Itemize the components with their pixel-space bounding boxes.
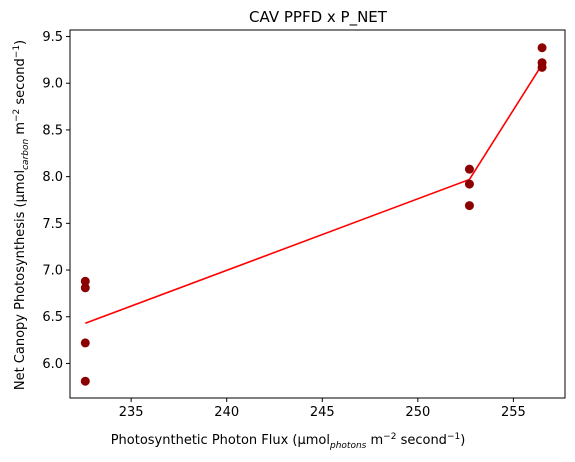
y-tick-label: 6.5	[42, 310, 63, 325]
y-tick-label: 7.5	[42, 217, 63, 232]
x-axis-label-subscript: photons	[329, 441, 367, 451]
data-point	[80, 276, 90, 286]
plot-area	[80, 43, 547, 386]
x-tick-label: 240	[214, 405, 239, 420]
data-point	[80, 338, 90, 348]
x-tick-label: 235	[119, 405, 144, 420]
x-tick-label: 250	[405, 405, 430, 420]
y-tick-label: 7.0	[42, 264, 63, 279]
data-point	[464, 201, 474, 211]
data-point	[537, 43, 547, 53]
y-axis-label: Net Canopy Photosynthesis (µmolcarbon m−…	[12, 40, 31, 390]
x-axis-label: Photosynthetic Photon Flux (µmolphotons …	[111, 432, 466, 451]
chart-title: CAV PPFD x P_NET	[249, 8, 388, 27]
y-tick-label: 6.0	[42, 357, 63, 372]
data-point	[464, 164, 474, 174]
x-tick-label: 245	[310, 405, 335, 420]
y-tick-label: 8.5	[42, 123, 63, 138]
y-tick-label: 8.0	[42, 170, 63, 185]
y-tick-label: 9.0	[42, 77, 63, 92]
data-point	[80, 283, 90, 293]
data-point	[464, 179, 474, 189]
ticks: 235 240 245 250 255 6.0 6.5 7.0 7.5 8.0 8.5 9.0 9.5	[42, 30, 525, 420]
y-tick-label: 9.5	[42, 30, 63, 45]
data-point	[80, 376, 90, 386]
y-axis-label-subscript: carbon	[21, 139, 31, 170]
axes-frame	[69, 29, 566, 399]
data-point	[537, 62, 547, 72]
x-tick-label: 255	[501, 405, 526, 420]
fit-line	[85, 64, 543, 325]
